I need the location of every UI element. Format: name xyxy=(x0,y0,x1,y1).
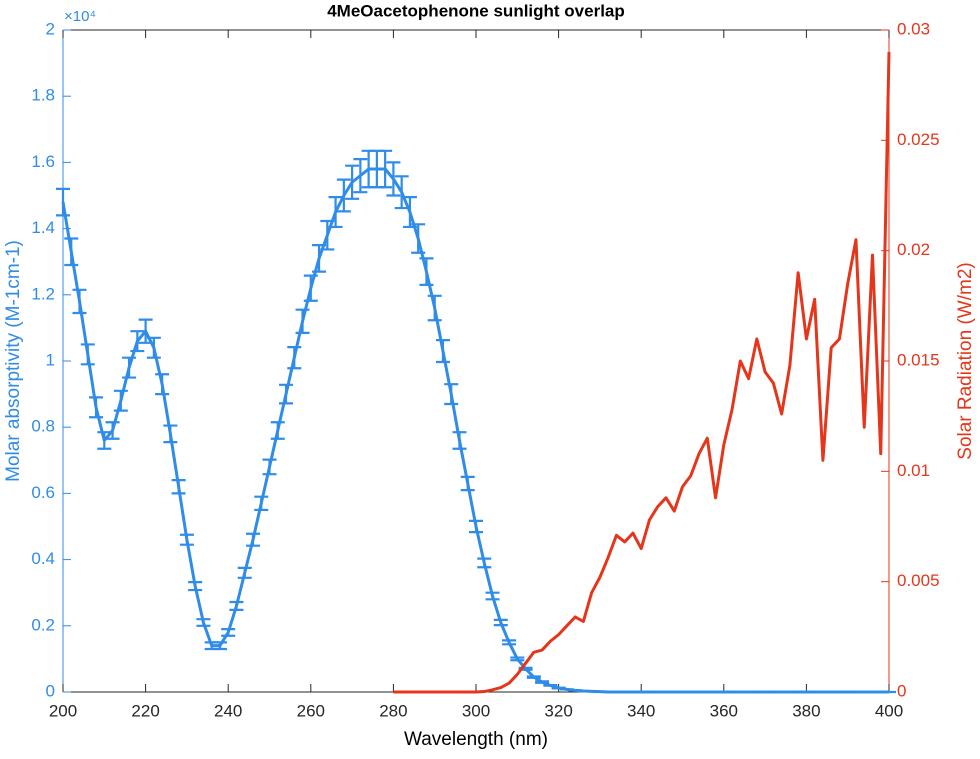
error-bar xyxy=(526,675,541,679)
error-bar xyxy=(146,336,161,359)
y-tick-label: 1.6 xyxy=(31,152,55,171)
x-tick-label: 380 xyxy=(792,701,820,720)
error-bar xyxy=(196,618,211,627)
y2-tick-label: 0.03 xyxy=(897,19,930,38)
error-bar xyxy=(245,532,260,547)
x-tick-label: 260 xyxy=(297,701,325,720)
error-bar xyxy=(155,373,170,396)
error-bar xyxy=(279,383,294,405)
error-bar xyxy=(287,345,302,370)
error-bar xyxy=(452,431,467,450)
y-tick-label: 0.2 xyxy=(31,615,55,634)
error-bar xyxy=(419,257,434,286)
y2-tick-label: 0.02 xyxy=(897,240,930,259)
error-bar xyxy=(469,519,483,534)
error-bar xyxy=(130,330,145,353)
error-bar xyxy=(444,383,459,406)
error-bar xyxy=(105,421,120,440)
y2-tick-label: 0.01 xyxy=(897,461,930,480)
error-bar xyxy=(502,639,517,646)
error-bar xyxy=(353,157,368,194)
y2-tick-label: 0.015 xyxy=(897,350,940,369)
x-tick-label: 200 xyxy=(49,701,77,720)
error-bar xyxy=(493,618,508,627)
error-bar xyxy=(237,566,252,579)
error-bar xyxy=(535,680,550,684)
error-bar xyxy=(262,458,277,476)
error-bar xyxy=(212,641,227,651)
error-bar xyxy=(188,581,203,592)
y-tick-label: 0.4 xyxy=(31,549,55,568)
y2-tick-label: 0.005 xyxy=(897,571,940,590)
error-bar xyxy=(345,164,360,200)
error-bar xyxy=(312,244,327,273)
error-bar xyxy=(394,175,409,210)
error-bar xyxy=(122,356,137,379)
y-tick-label: 1.2 xyxy=(31,284,55,303)
x-tick-label: 220 xyxy=(131,701,159,720)
y-tick-label: 0 xyxy=(46,681,55,700)
error-bar xyxy=(138,318,153,344)
x-axis-label: Wavelength (nm) xyxy=(404,729,548,750)
error-bar xyxy=(113,389,128,412)
error-bar xyxy=(254,495,269,512)
error-bar xyxy=(80,343,95,366)
error-bar xyxy=(427,294,442,322)
error-bar xyxy=(328,196,343,229)
y2-tick-label: 0 xyxy=(897,681,906,700)
error-bar xyxy=(179,533,194,546)
x-tick-label: 320 xyxy=(544,701,572,720)
error-bar xyxy=(336,178,351,213)
y-tick-label: 1.4 xyxy=(31,218,55,237)
x-tick-label: 280 xyxy=(379,701,407,720)
error-bar xyxy=(477,557,492,569)
error-bar xyxy=(460,475,475,492)
error-bar xyxy=(89,396,104,419)
x-tick-label: 240 xyxy=(214,701,242,720)
error-bar xyxy=(221,628,236,637)
error-bar xyxy=(402,196,417,229)
error-bar xyxy=(270,421,285,440)
error-bar xyxy=(435,339,450,364)
y-tick-label: 1 xyxy=(46,350,55,369)
y-exponent-label: ×10⁴ xyxy=(64,8,96,25)
series-line xyxy=(393,52,891,694)
error-bar xyxy=(163,424,178,444)
error-bar xyxy=(97,431,112,450)
error-bar xyxy=(56,187,70,217)
error-bar xyxy=(485,591,500,601)
error-bar xyxy=(320,219,335,251)
error-bar xyxy=(543,683,558,687)
error-bar xyxy=(378,149,393,189)
y-tick-label: 0.6 xyxy=(31,483,55,502)
error-bar xyxy=(64,237,79,267)
y-tick-label: 0.8 xyxy=(31,417,55,436)
x-tick-label: 300 xyxy=(462,701,490,720)
error-bar xyxy=(72,288,87,315)
error-bar xyxy=(229,600,244,612)
x-tick-label: 400 xyxy=(875,701,903,720)
error-bar xyxy=(171,479,186,495)
x-tick-label: 340 xyxy=(627,701,655,720)
error-bar xyxy=(510,656,525,662)
chart-title: 4MeOacetophenone sunlight overlap xyxy=(327,1,625,20)
y2-axis-label: Solar Radiation (W/m2) xyxy=(955,262,976,459)
y-axis-label: Molar absorptivity (M-1cm-1) xyxy=(3,240,24,482)
error-bar xyxy=(303,274,318,302)
y-tick-label: 2 xyxy=(46,19,55,38)
y-tick-label: 1.8 xyxy=(31,86,55,105)
series-line xyxy=(61,167,889,694)
x-tick-label: 360 xyxy=(710,701,738,720)
error-bar xyxy=(411,223,426,254)
y2-tick-label: 0.025 xyxy=(897,130,940,149)
error-bar xyxy=(295,308,310,334)
error-bar xyxy=(386,161,401,197)
